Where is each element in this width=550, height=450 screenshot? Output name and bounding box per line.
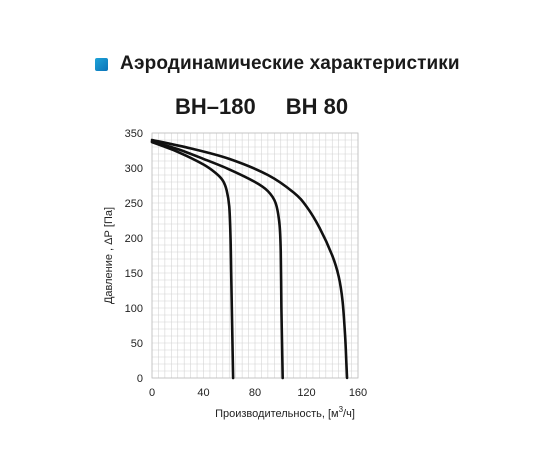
y-tick-label: 350 — [125, 128, 143, 140]
plot-border — [151, 132, 359, 379]
x-axis-label-main: Производительность, [м — [215, 408, 339, 420]
square-bullet-icon — [95, 57, 108, 71]
x-axis-label-sup: 3 — [339, 405, 344, 414]
y-tick-label: 150 — [125, 268, 143, 280]
chart-header: Аэродинамические характеристики — [95, 52, 460, 76]
x-tick-label: 120 — [297, 387, 315, 399]
series-curve-2 — [150, 140, 284, 380]
series-curve-1 — [150, 140, 235, 380]
y-axis-label: Давление , ΔР [Па] — [103, 207, 115, 304]
chart-ticks: 0 50 100 150 200 250 300 350 0 40 80 120 160 — [125, 128, 368, 399]
x-tick-label: 80 — [249, 387, 261, 399]
x-axis-label: Производительность, [м3/ч] — [215, 405, 355, 420]
model-label-vn-80: ВН 80 — [285, 94, 349, 119]
chart-title: Аэродинамические характеристики — [120, 53, 460, 74]
chart-curves — [150, 138, 349, 380]
y-tick-label: 200 — [125, 233, 143, 245]
y-tick-label: 0 — [137, 373, 143, 385]
model-labels: ВН–180 ВН 80 — [175, 94, 348, 120]
y-tick-label: 50 — [131, 338, 143, 350]
series-curve-3 — [150, 138, 349, 380]
y-tick-label: 100 — [125, 303, 143, 315]
x-axis-label-end: /ч] — [343, 408, 355, 420]
x-tick-label: 160 — [349, 387, 367, 399]
x-tick-label: 0 — [149, 387, 155, 399]
y-tick-label: 250 — [125, 198, 143, 210]
model-label-vn-180: ВН–180 — [175, 94, 256, 119]
chart-grid — [151, 132, 359, 379]
y-tick-label: 300 — [125, 163, 143, 175]
x-tick-label: 40 — [197, 387, 209, 399]
